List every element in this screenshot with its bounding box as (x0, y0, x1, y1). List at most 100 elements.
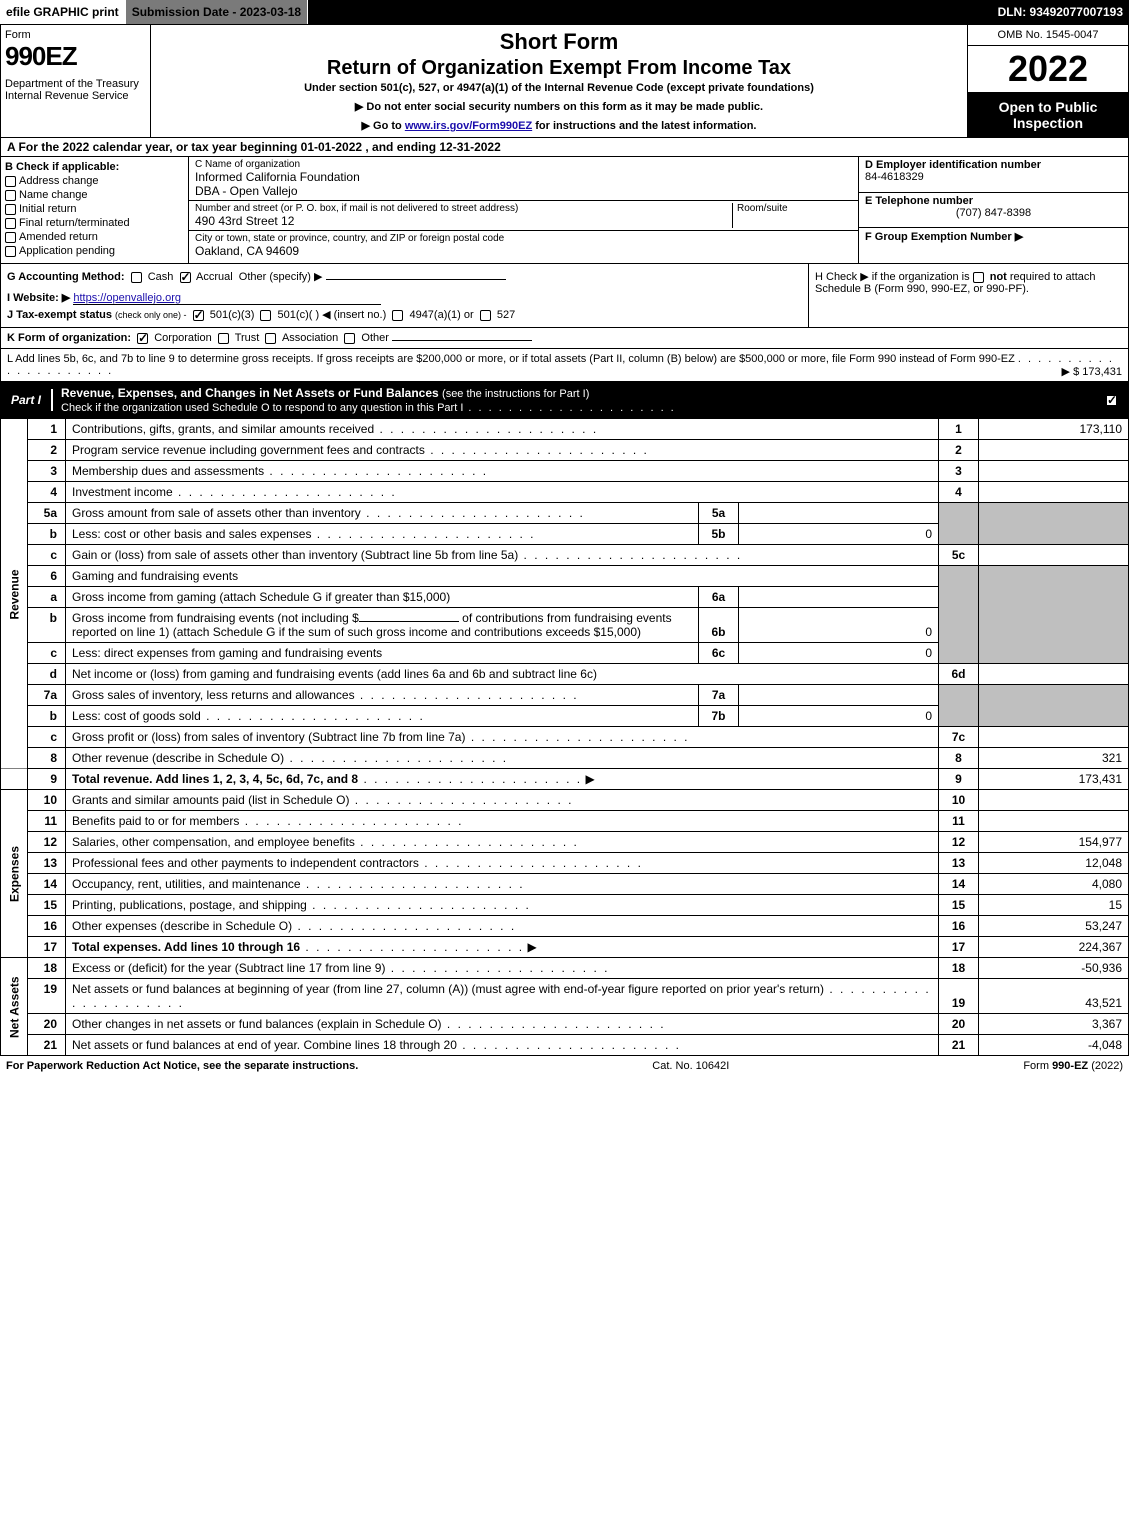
row-7c-line: 7c (939, 727, 979, 748)
row-18-num: 18 (28, 958, 66, 979)
section-l: L Add lines 5b, 6c, and 7b to line 9 to … (0, 349, 1129, 382)
irs-link[interactable]: www.irs.gov/Form990EZ (405, 120, 532, 132)
instr2-pre: ▶ Go to (362, 120, 405, 132)
row-3-desc: Membership dues and assessments (72, 464, 264, 478)
row-5a-desc: Gross amount from sale of assets other t… (72, 506, 361, 520)
form-title: Return of Organization Exempt From Incom… (157, 57, 961, 80)
chk-trust[interactable] (218, 333, 229, 344)
row-13-desc: Professional fees and other payments to … (72, 856, 419, 870)
row-6d-amt (979, 664, 1129, 685)
row-4-desc: Investment income (72, 485, 173, 499)
row-21-line: 21 (939, 1035, 979, 1056)
row-6c-sub: 6c (699, 643, 739, 664)
page-footer: For Paperwork Reduction Act Notice, see … (0, 1056, 1129, 1076)
row-5c-desc: Gain or (loss) from sale of assets other… (72, 548, 518, 562)
row-15-num: 15 (28, 895, 66, 916)
row-6b-num: b (28, 608, 66, 643)
row-20-desc: Other changes in net assets or fund bala… (72, 1017, 442, 1031)
row-5a-sub: 5a (699, 503, 739, 524)
row-12-amt: 154,977 (979, 832, 1129, 853)
city-label: City or town, state or province, country… (195, 233, 852, 244)
row-6a-desc: Gross income from gaming (attach Schedul… (72, 590, 450, 604)
grey-7ab (939, 685, 979, 727)
section-gh: G Accounting Method: Cash Accrual Other … (0, 264, 1129, 328)
row-2-line: 2 (939, 440, 979, 461)
street-label: Number and street (or P. O. box, if mail… (195, 203, 732, 214)
chk-address-change[interactable]: Address change (5, 175, 184, 187)
row-6a-subval (739, 587, 939, 608)
org-dba: DBA - Open Vallejo (195, 184, 852, 198)
chk-amended-return[interactable]: Amended return (5, 231, 184, 243)
grey-6-amt (979, 566, 1129, 664)
department: Department of the Treasury Internal Reve… (5, 78, 146, 102)
row-14-num: 14 (28, 874, 66, 895)
row-2-amt (979, 440, 1129, 461)
chk-name-change[interactable]: Name change (5, 189, 184, 201)
row-7b-desc: Less: cost of goods sold (72, 709, 201, 723)
j-note: (check only one) - (115, 310, 187, 320)
l-text: L Add lines 5b, 6c, and 7b to line 9 to … (7, 353, 1015, 365)
row-20-line: 20 (939, 1014, 979, 1035)
header-right: OMB No. 1545-0047 2022 Open to Public In… (968, 25, 1128, 137)
chk-association[interactable] (265, 333, 276, 344)
revenue-end (1, 769, 28, 790)
row-10-desc: Grants and similar amounts paid (list in… (72, 793, 349, 807)
part-i-header: Part I Revenue, Expenses, and Changes in… (0, 382, 1129, 419)
row-16-desc: Other expenses (describe in Schedule O) (72, 919, 292, 933)
row-17-num: 17 (28, 937, 66, 958)
form-header: Form 990EZ Department of the Treasury In… (0, 24, 1129, 138)
instruction-2: ▶ Go to www.irs.gov/Form990EZ for instru… (157, 119, 961, 132)
row-11-desc: Benefits paid to or for members (72, 814, 239, 828)
row-7c-num: c (28, 727, 66, 748)
row-11-num: 11 (28, 811, 66, 832)
chk-schedule-o[interactable] (1106, 395, 1117, 406)
row-18-amt: -50,936 (979, 958, 1129, 979)
open-to-public: Open to Public Inspection (968, 93, 1128, 137)
row-4-amt (979, 482, 1129, 503)
l-amount: ▶ $ 173,431 (1062, 365, 1122, 378)
expenses-label: Expenses (1, 790, 28, 958)
row-8-line: 8 (939, 748, 979, 769)
row-5a-subval (739, 503, 939, 524)
row-7a-sub: 7a (699, 685, 739, 706)
chk-527[interactable] (480, 310, 491, 321)
section-k: K Form of organization: Corporation Trus… (0, 328, 1129, 349)
chk-h[interactable] (973, 272, 984, 283)
street-address: 490 43rd Street 12 (195, 214, 732, 228)
row-13-num: 13 (28, 853, 66, 874)
website-link[interactable]: https://openvallejo.org (73, 292, 381, 305)
efile-label: efile GRAPHIC print (0, 0, 126, 24)
row-20-amt: 3,367 (979, 1014, 1129, 1035)
phone-value: (707) 847-8398 (865, 207, 1122, 219)
netassets-label: Net Assets (1, 958, 28, 1056)
chk-501c[interactable] (260, 310, 271, 321)
row-3-num: 3 (28, 461, 66, 482)
chk-501c3[interactable] (193, 310, 204, 321)
chk-final-return[interactable]: Final return/terminated (5, 217, 184, 229)
row-1-line: 1 (939, 419, 979, 440)
revenue-label: Revenue (1, 419, 28, 769)
row-6d-desc: Net income or (loss) from gaming and fun… (72, 667, 597, 681)
short-form-title: Short Form (157, 29, 961, 55)
chk-4947a1[interactable] (392, 310, 403, 321)
chk-cash[interactable] (131, 272, 142, 283)
row-19-line: 19 (939, 979, 979, 1014)
row-7a-subval (739, 685, 939, 706)
row-4-num: 4 (28, 482, 66, 503)
chk-corporation[interactable] (137, 333, 148, 344)
chk-other-org[interactable] (344, 333, 355, 344)
row-19-num: 19 (28, 979, 66, 1014)
section-c: C Name of organization Informed Californ… (189, 157, 858, 263)
chk-application-pending[interactable]: Application pending (5, 245, 184, 257)
row-5b-subval: 0 (739, 524, 939, 545)
part-i-badge: Part I (1, 389, 53, 411)
row-5a-num: 5a (28, 503, 66, 524)
row-14-line: 14 (939, 874, 979, 895)
row-8-num: 8 (28, 748, 66, 769)
chk-accrual[interactable] (180, 272, 191, 283)
row-10-line: 10 (939, 790, 979, 811)
ein-value: 84-4618329 (865, 171, 1122, 183)
row-1-num: 1 (28, 419, 66, 440)
chk-initial-return[interactable]: Initial return (5, 203, 184, 215)
footer-left: For Paperwork Reduction Act Notice, see … (6, 1060, 358, 1072)
